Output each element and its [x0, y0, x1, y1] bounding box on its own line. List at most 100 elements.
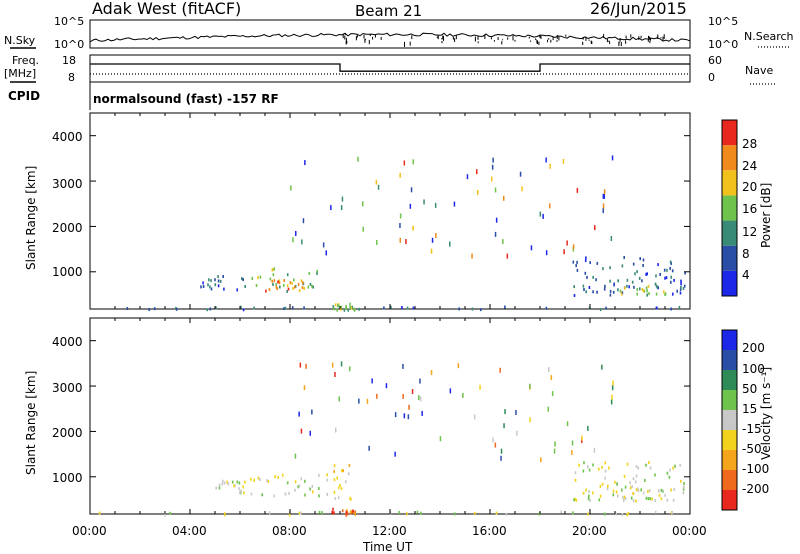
- velocity-panel: 4000 3000 2000 1000 Slant Range [km]: [24, 317, 691, 517]
- velocity-sparse-point: [300, 428, 303, 434]
- power-sparse-point: [412, 159, 414, 165]
- power-sparse-point: [322, 242, 325, 248]
- power-point: [200, 285, 202, 289]
- power-sparse-point: [491, 176, 493, 182]
- velocity-point: [644, 479, 646, 482]
- power-point: [275, 283, 277, 286]
- noise-search-tick: [619, 38, 621, 42]
- power-point: [251, 276, 254, 280]
- velocity-point: [623, 495, 626, 499]
- power-sparse-point: [412, 225, 414, 231]
- velocity-point: [632, 499, 635, 503]
- power-sparse-point: [399, 213, 402, 219]
- noise-search-tick: [380, 36, 382, 40]
- power-point: [257, 276, 259, 280]
- velocity-y-tick-4000: 4000: [52, 335, 83, 349]
- power-point: [273, 279, 276, 283]
- velocity-sparse-point: [298, 411, 300, 417]
- power-point: [656, 306, 658, 310]
- noise-search-tick: [442, 35, 444, 40]
- power-sparse-point: [603, 193, 605, 199]
- power-point: [339, 307, 342, 311]
- power-point: [670, 280, 672, 284]
- x-axis-label: Time UT: [362, 540, 413, 554]
- power-scale-label-4: 4: [742, 268, 750, 282]
- velocity-sparse-point: [571, 440, 574, 446]
- velocity-sparse-point: [376, 393, 378, 399]
- freq-left-tick-bottom: 8: [68, 71, 75, 84]
- velocity-point: [629, 481, 631, 485]
- velocity-point: [351, 510, 353, 514]
- velocity-point: [615, 490, 618, 494]
- noise-search-tick: [497, 37, 499, 40]
- velocity-point: [603, 512, 606, 516]
- power-point: [242, 278, 244, 282]
- x-tick-1600: 16:00: [472, 524, 507, 538]
- velocity-scale-label-100: 100: [742, 362, 765, 376]
- noise-search-tick: [404, 41, 405, 47]
- velocity-sparse-point: [407, 414, 410, 420]
- power-sparse-point: [423, 199, 425, 205]
- velocity-sparse-point: [473, 414, 476, 420]
- velocity-point: [592, 491, 594, 495]
- power-sparse-point: [566, 240, 568, 246]
- velocity-point: [338, 486, 340, 490]
- velocity-sparse-point: [500, 448, 503, 454]
- power-point: [269, 277, 272, 281]
- noise-search-tick: [625, 35, 627, 39]
- noise-panel: 10^5 10^0 10^5 10^0: [54, 15, 738, 51]
- velocity-point: [164, 513, 166, 517]
- power-point: [214, 278, 216, 282]
- power-point: [678, 305, 681, 309]
- power-point: [572, 260, 575, 264]
- power-point: [605, 306, 607, 310]
- power-sparse-point: [611, 155, 614, 161]
- noise-search-tick: [609, 41, 611, 44]
- velocity-point: [606, 487, 609, 491]
- velocity-point: [318, 487, 320, 490]
- velocity-sparse-point: [550, 375, 553, 381]
- power-point: [242, 308, 245, 312]
- velocity-sparse-point: [611, 394, 613, 400]
- power-sparse-point: [549, 163, 551, 169]
- velocity-sparse-point: [303, 385, 306, 391]
- noise-search-tick: [344, 34, 346, 36]
- power-point: [683, 284, 686, 288]
- velocity-point: [345, 513, 347, 517]
- power-sparse-point: [495, 217, 498, 223]
- power-sparse-point: [304, 160, 306, 166]
- velocity-sparse-point: [331, 362, 334, 368]
- power-scale-box: [722, 120, 737, 146]
- power-point: [612, 290, 615, 294]
- velocity-point: [574, 471, 577, 475]
- power-point: [636, 270, 638, 274]
- noise-right-tick-bottom: 10^0: [708, 38, 738, 51]
- velocity-sparse-point: [349, 366, 351, 372]
- velocity-point: [309, 487, 311, 491]
- noise-search-tick: [540, 35, 542, 39]
- power-point: [573, 294, 576, 297]
- power-scale-boxes: [722, 120, 737, 296]
- velocity-sparse-point: [358, 398, 360, 404]
- velocity-point: [304, 479, 306, 483]
- noise-search-tick: [657, 34, 659, 39]
- power-point: [645, 286, 648, 290]
- power-point: [673, 278, 675, 282]
- power-point: [337, 304, 339, 308]
- x-tick-1200: 12:00: [372, 524, 407, 538]
- noise-search-tick: [501, 41, 503, 45]
- velocity-point: [236, 480, 239, 484]
- power-point: [153, 307, 156, 311]
- velocity-point: [326, 478, 329, 482]
- velocity-sparse-point: [294, 453, 297, 459]
- power-y-axis-label: Slant Range [km]: [24, 166, 38, 270]
- power-point: [272, 283, 274, 286]
- velocity-sparse-point: [338, 396, 340, 402]
- velocity-point: [671, 511, 674, 514]
- velocity-point: [420, 511, 422, 515]
- power-point: [573, 285, 575, 289]
- power-point: [657, 263, 659, 267]
- power-point: [585, 256, 587, 260]
- velocity-sparse-point: [368, 445, 370, 451]
- velocity-point: [261, 493, 263, 497]
